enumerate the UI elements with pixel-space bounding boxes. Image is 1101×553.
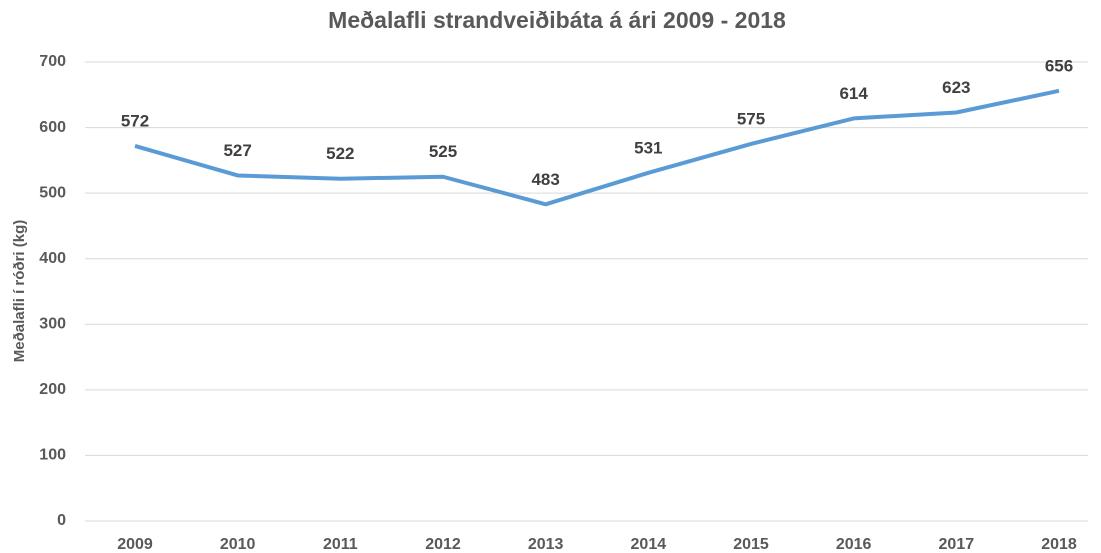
data-label: 623 (942, 78, 970, 97)
chart-title: Meðalafli strandveiðibáta á ári 2009 - 2… (328, 7, 786, 33)
x-tick-label: 2016 (836, 536, 872, 553)
y-tick-label: 200 (39, 381, 66, 398)
y-tick-label: 0 (57, 512, 66, 529)
data-label: 483 (531, 170, 559, 189)
y-tick-label: 100 (39, 447, 66, 464)
x-tick-label: 2011 (323, 536, 358, 553)
data-label: 525 (429, 142, 457, 161)
data-label: 527 (223, 141, 251, 160)
x-tick-label: 2014 (631, 536, 667, 553)
x-tick-label: 2010 (220, 536, 256, 553)
x-tick-label: 2018 (1041, 536, 1077, 553)
x-tick-label: 2012 (425, 536, 461, 553)
y-tick-label: 600 (39, 119, 66, 136)
data-label: 572 (121, 111, 149, 130)
y-axis-label: Meðalafli í róðri (kg) (11, 220, 28, 363)
data-label: 531 (634, 138, 662, 157)
y-tick-label: 400 (39, 250, 66, 267)
y-tick-label: 300 (39, 316, 66, 333)
y-tick-label: 500 (39, 184, 66, 201)
x-tick-label: 2009 (117, 536, 153, 553)
data-label: 575 (737, 109, 765, 128)
y-tick-label: 700 (39, 53, 66, 70)
data-label: 614 (839, 84, 868, 103)
x-tick-label: 2017 (939, 536, 975, 553)
x-tick-label: 2015 (733, 536, 769, 553)
data-label: 656 (1045, 56, 1073, 75)
data-line (134, 88, 1060, 207)
x-tick-label: 2013 (528, 536, 564, 553)
data-label: 522 (326, 144, 354, 163)
